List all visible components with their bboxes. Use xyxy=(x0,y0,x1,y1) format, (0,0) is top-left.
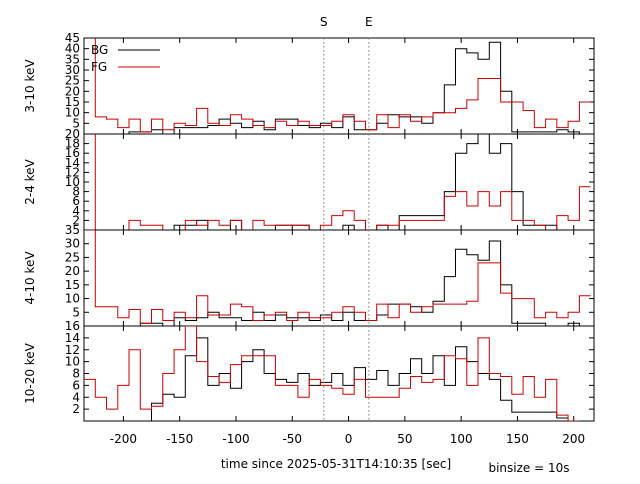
x-tick-label: -100 xyxy=(222,432,249,446)
y-tick-label: 18 xyxy=(65,137,80,151)
y-axis-label: 4-10 keV xyxy=(23,251,37,305)
y-tick-label: 15 xyxy=(65,278,80,292)
y-tick-label: 30 xyxy=(65,63,80,77)
y-tick-label: 30 xyxy=(65,237,80,251)
y-tick-label: 14 xyxy=(65,156,80,170)
x-tick-label: 0 xyxy=(345,432,353,446)
y-axis-label: 10-20 keV xyxy=(23,342,37,404)
y-tick-label: 45 xyxy=(65,31,80,45)
y-tick-label: 40 xyxy=(65,42,80,56)
y-tick-label: 16 xyxy=(65,146,80,160)
y-tick-label: 10 xyxy=(65,106,80,120)
y-tick-label: 4 xyxy=(72,390,80,404)
legend: BG FG xyxy=(91,43,160,74)
y-tick-label: 8 xyxy=(72,185,80,199)
y-tick-label: 5 xyxy=(72,305,80,319)
y-tick-label: 2 xyxy=(72,402,80,416)
marker-label-s: S xyxy=(320,15,328,29)
series-bg-line xyxy=(84,134,591,230)
marker-label-e: E xyxy=(365,15,373,29)
y-axis-label: 2-4 keV xyxy=(23,158,37,204)
y-tick-label: 15 xyxy=(65,95,80,109)
y-tick-label: 10 xyxy=(65,175,80,189)
x-tick-label: -50 xyxy=(282,432,302,446)
x-tick-label: 200 xyxy=(562,432,585,446)
binsize-label: binsize = 10s xyxy=(488,461,569,475)
y-tick-label: 10 xyxy=(65,355,80,369)
y-tick-label: 20 xyxy=(65,264,80,278)
y-tick-label: 10 xyxy=(65,292,80,306)
series-bg-line xyxy=(84,41,591,134)
y-tick-label: 35 xyxy=(65,223,80,237)
y-tick-label: 5 xyxy=(72,116,80,130)
y-tick-label: 12 xyxy=(65,165,80,179)
y-tick-label: 25 xyxy=(65,74,80,88)
series-bg-line xyxy=(84,240,591,326)
x-tick-label: 150 xyxy=(506,432,529,446)
y-tick-label: 4 xyxy=(72,204,80,218)
legend-label-fg: FG xyxy=(91,60,107,74)
x-tick-label: -150 xyxy=(166,432,193,446)
panel-frame xyxy=(83,229,595,327)
y-tick-label: 6 xyxy=(72,378,80,392)
x-tick-label: 100 xyxy=(450,432,473,446)
series-fg-line xyxy=(84,230,591,324)
y-tick-label: 12 xyxy=(65,343,80,357)
y-tick-label: 20 xyxy=(65,127,80,141)
y-tick-label: 2 xyxy=(72,213,80,227)
series-fg-line xyxy=(94,134,591,230)
legend-label-bg: BG xyxy=(91,43,108,57)
y-axis-label: 3-10 keV xyxy=(23,59,37,113)
series-fg-line xyxy=(84,326,580,421)
x-tick-label: 50 xyxy=(397,432,412,446)
y-tick-label: 35 xyxy=(65,52,80,66)
y-tick-label: 14 xyxy=(65,331,80,345)
x-tick-label: -200 xyxy=(110,432,137,446)
series-fg-line xyxy=(94,38,591,133)
y-tick-label: 25 xyxy=(65,250,80,264)
x-axis-label: time since 2025-05-31T14:10:35 [sec] xyxy=(221,457,451,471)
y-tick-label: 8 xyxy=(72,367,80,381)
y-tick-label: 16 xyxy=(65,319,80,333)
y-tick-label: 6 xyxy=(72,194,80,208)
y-tick-label: 20 xyxy=(65,84,80,98)
